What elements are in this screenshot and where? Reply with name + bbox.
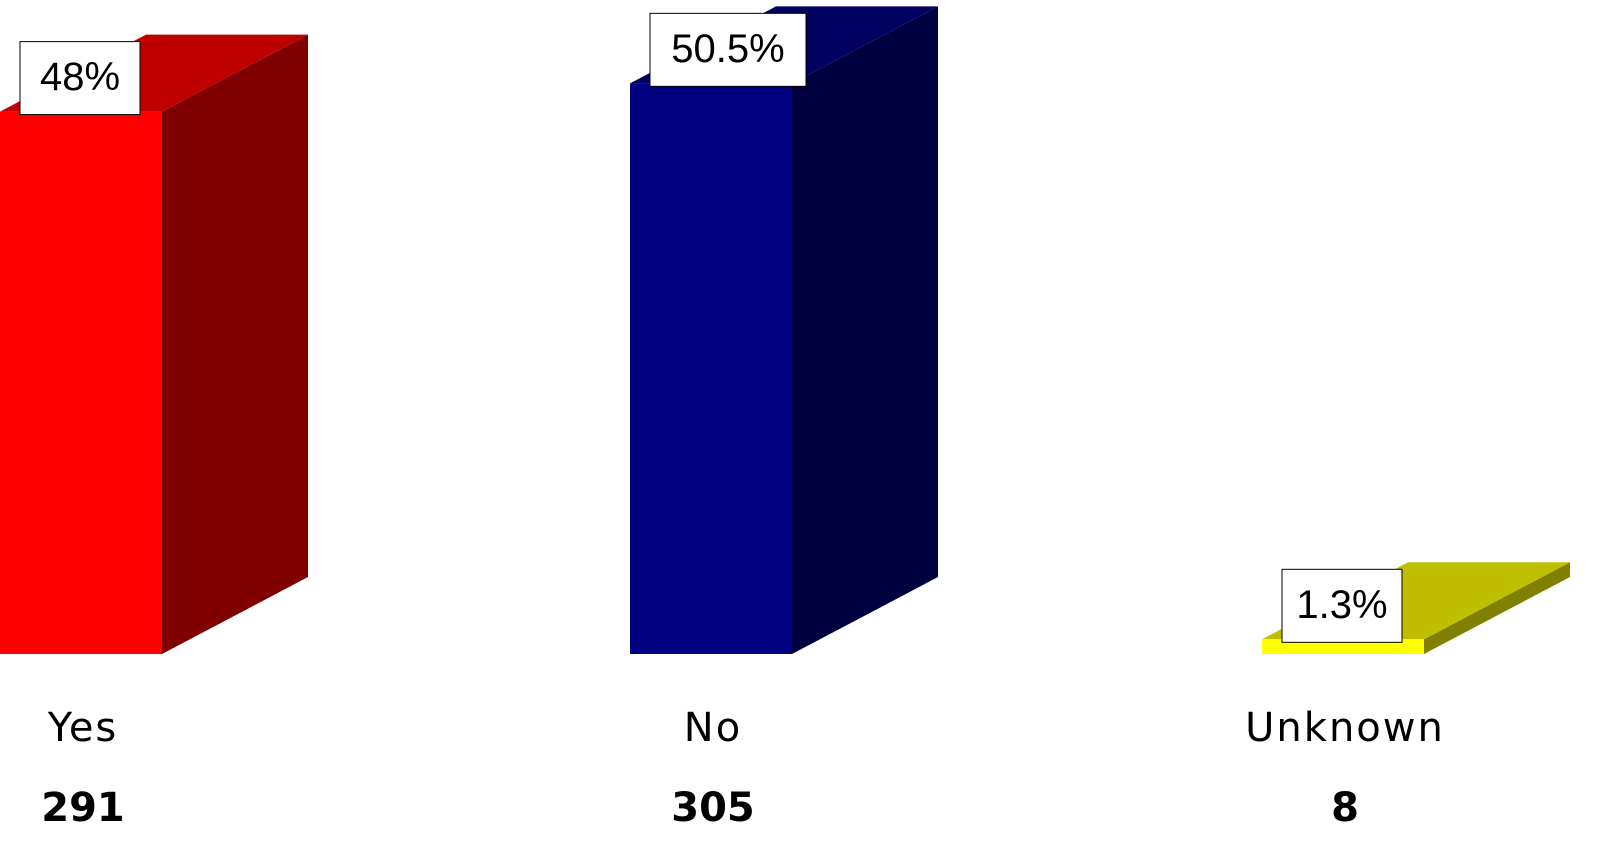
value-label: 1.3% bbox=[1296, 583, 1387, 627]
value-label: 48% bbox=[40, 55, 120, 99]
count-label: 305 bbox=[671, 785, 755, 831]
bar-side bbox=[162, 34, 308, 655]
bar bbox=[630, 6, 938, 655]
count-label: 8 bbox=[1331, 785, 1359, 831]
category-label: No bbox=[684, 705, 742, 751]
value-label-box bbox=[19, 41, 141, 116]
bar-side bbox=[1424, 562, 1570, 654]
bar-front bbox=[630, 83, 792, 655]
value-label: 50.5% bbox=[671, 27, 784, 71]
bar bbox=[0, 34, 308, 655]
category-label: Unknown bbox=[1245, 705, 1445, 751]
bar-front bbox=[1262, 639, 1424, 654]
bar-side bbox=[792, 6, 938, 655]
bar-front bbox=[0, 111, 162, 655]
category-label: Yes bbox=[47, 705, 119, 751]
count-label: 291 bbox=[41, 785, 125, 831]
value-label-box bbox=[1281, 568, 1403, 643]
value-label-box bbox=[649, 12, 807, 87]
